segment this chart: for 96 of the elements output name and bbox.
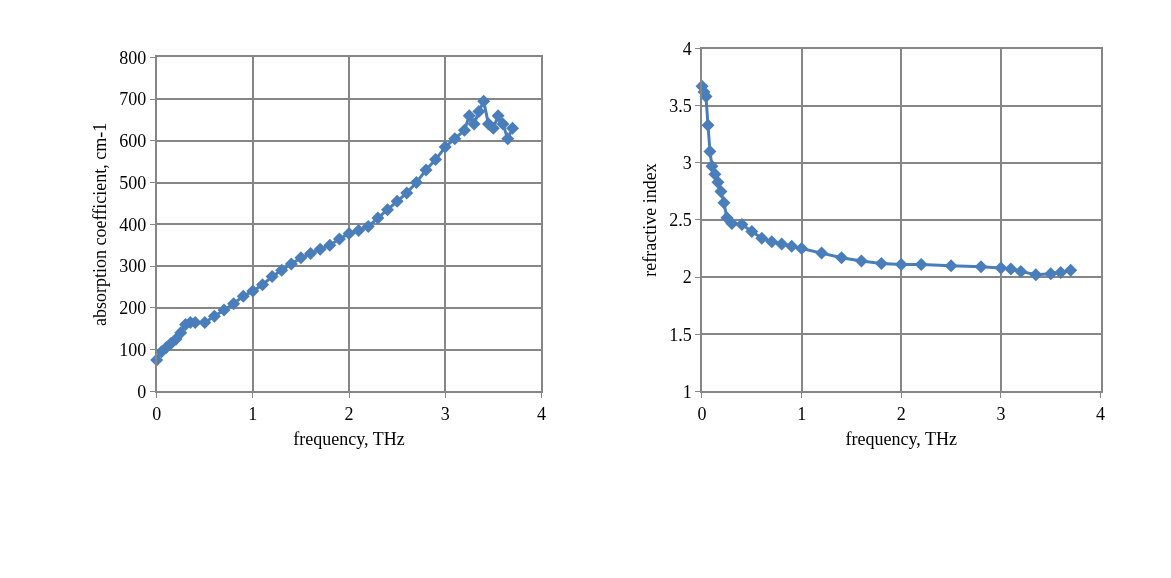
point	[198, 315, 212, 329]
point	[735, 218, 749, 232]
point	[323, 238, 337, 252]
point	[429, 153, 443, 167]
point	[284, 257, 298, 271]
point	[725, 216, 739, 230]
y-tick-label: 600	[119, 131, 147, 152]
point	[854, 254, 868, 268]
point	[835, 251, 848, 265]
point	[207, 309, 221, 323]
x-tick-label: 0	[697, 403, 707, 424]
y-axis-title: absorption coefficient, cm-1	[90, 122, 111, 326]
point	[765, 235, 779, 249]
point	[486, 121, 500, 135]
point	[477, 94, 491, 108]
point	[714, 184, 728, 198]
point	[217, 303, 231, 317]
point	[501, 132, 515, 146]
point	[462, 109, 476, 123]
point	[1064, 263, 1078, 277]
point	[227, 297, 241, 311]
y-tick-label: 2.5	[669, 210, 692, 231]
point	[874, 256, 888, 270]
point	[419, 163, 433, 177]
x-tick-label: 4	[536, 403, 546, 424]
point	[400, 186, 414, 200]
point	[1054, 266, 1068, 280]
point	[438, 140, 452, 154]
point	[785, 239, 799, 253]
point	[914, 258, 928, 272]
point	[506, 121, 520, 135]
point	[342, 227, 356, 240]
point	[236, 289, 250, 303]
y-tick-label: 300	[119, 256, 147, 277]
point	[1029, 268, 1043, 282]
point	[265, 270, 279, 284]
y-tick-label: 800	[119, 47, 147, 68]
point	[472, 105, 486, 119]
point	[1044, 267, 1058, 281]
point	[703, 144, 717, 158]
x-tick-label: 1	[797, 403, 807, 424]
y-tick-label: 2	[682, 267, 692, 288]
point	[352, 224, 366, 238]
point	[294, 251, 308, 265]
y-tick-label: 0	[137, 381, 147, 402]
point	[1014, 264, 1028, 278]
point	[361, 219, 375, 233]
point	[390, 194, 404, 208]
x-tick-label: 2	[896, 403, 906, 424]
point	[496, 117, 510, 131]
x-tick-label: 3	[440, 403, 450, 424]
x-tick-label: 2	[344, 403, 354, 424]
point	[815, 246, 829, 260]
point	[371, 211, 385, 225]
y-tick-label: 3.5	[669, 96, 692, 117]
x-tick-label: 1	[248, 403, 258, 424]
point	[381, 203, 394, 217]
y-tick-label: 100	[119, 339, 147, 360]
x-tick-label: 3	[996, 403, 1006, 424]
point	[304, 247, 318, 261]
point	[944, 259, 958, 273]
point	[1004, 262, 1018, 276]
x-tick-label: 0	[152, 403, 162, 424]
point	[332, 232, 346, 246]
point	[448, 132, 462, 146]
point	[255, 278, 269, 292]
point	[313, 242, 327, 256]
point	[755, 231, 769, 245]
point	[974, 260, 988, 274]
point	[457, 123, 471, 137]
y-tick-label: 700	[119, 89, 147, 110]
y-tick-label: 1	[682, 381, 692, 402]
point	[275, 263, 289, 277]
point	[491, 109, 505, 123]
x-tick-label: 4	[1096, 403, 1106, 424]
y-tick-label: 1.5	[669, 324, 692, 345]
x-axis-title: frequency, THz	[293, 429, 405, 450]
point	[409, 176, 423, 190]
point	[467, 117, 481, 131]
y-tick-label: 400	[119, 214, 147, 235]
point	[701, 118, 715, 132]
point	[711, 175, 725, 189]
point	[174, 326, 188, 340]
y-tick-label: 500	[119, 172, 147, 193]
y-tick-label: 200	[119, 298, 147, 319]
point	[745, 224, 759, 238]
point	[246, 284, 260, 298]
point	[775, 237, 789, 251]
y-tick-label: 4	[682, 38, 692, 59]
y-axis-title: refractive index	[639, 163, 660, 277]
point	[717, 196, 731, 210]
x-axis-title: frequency, THz	[845, 429, 958, 450]
point	[894, 258, 908, 272]
y-tick-label: 3	[682, 153, 692, 174]
point	[994, 261, 1008, 275]
point	[795, 242, 809, 256]
